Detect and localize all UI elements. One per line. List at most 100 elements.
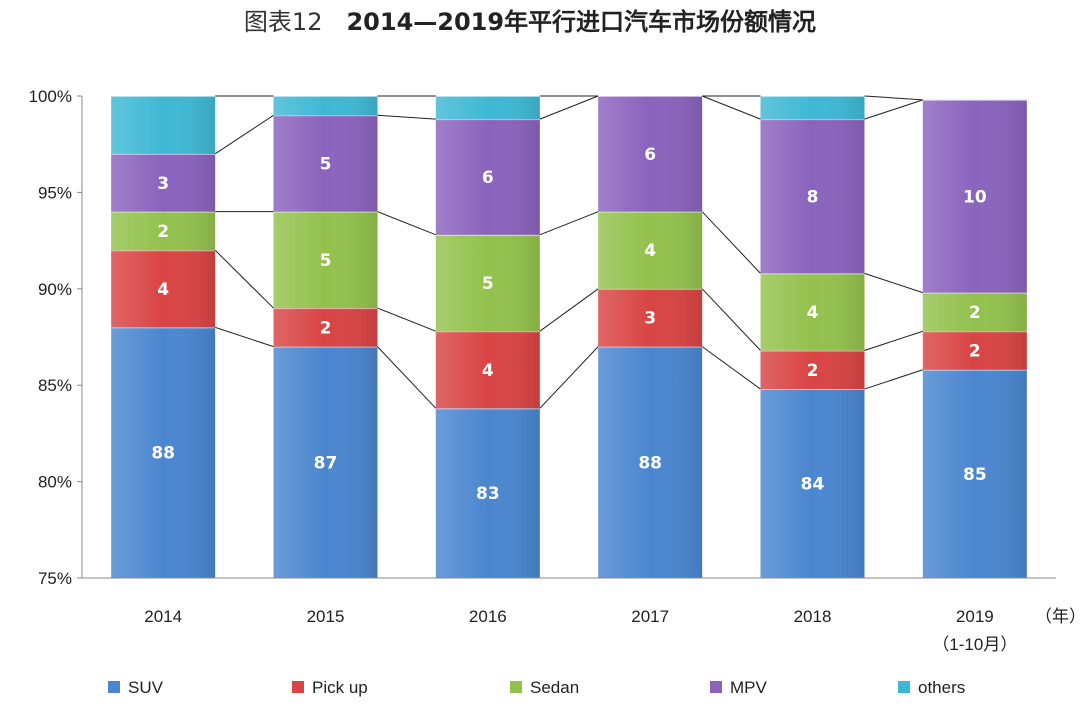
- legend-item-mpv: MPV: [710, 678, 768, 697]
- legend-label: Sedan: [530, 678, 579, 697]
- connector-line: [539, 346, 599, 409]
- data-label-pick-up-2015: 2: [320, 318, 332, 338]
- connector-line: [377, 307, 437, 332]
- legend-swatch: [108, 681, 120, 693]
- axes: 75% 80% 85% 90% 95% 100% 2014 2015 2016 2017 2018 2…: [29, 87, 1086, 654]
- data-label-mpv-2019: 10: [963, 187, 987, 207]
- legend-item-others: others: [898, 678, 965, 697]
- x-tick-label-2015: 2015: [307, 607, 345, 626]
- x-unit-label: （年）: [1035, 607, 1086, 626]
- bar-sheen: [273, 308, 378, 347]
- legend-item-pick-up: Pick up: [292, 678, 368, 697]
- bar-sheen: [435, 331, 540, 409]
- data-label-mpv-2016: 6: [482, 168, 494, 188]
- bar-sheen: [598, 346, 703, 578]
- bar-sheen: [760, 389, 865, 578]
- chart-title-main: 2014—2019年平行进口汽车市场份额情况: [346, 8, 817, 36]
- legend-item-suv: SUV: [108, 678, 164, 697]
- legend-label: SUV: [128, 678, 164, 697]
- connector-line: [377, 114, 436, 120]
- bar-sheen: [922, 292, 1027, 332]
- bar-sheen: [598, 96, 703, 212]
- bar-sheen: [273, 211, 378, 309]
- connector-line: [215, 326, 274, 348]
- legend-swatch: [710, 681, 722, 693]
- chart-title: 图表12 2014—2019年平行进口汽车市场份额情况: [0, 2, 1060, 37]
- connector-line: [864, 272, 923, 294]
- bar-sheen: [273, 115, 378, 212]
- data-label-suv-2014: 88: [151, 444, 175, 464]
- y-tick-label: 90%: [38, 280, 72, 299]
- connector-line: [377, 346, 437, 409]
- bar-segments: [111, 96, 1027, 578]
- x-tick-label-2018: 2018: [794, 607, 832, 626]
- y-tick-label: 100%: [29, 87, 72, 106]
- data-label-pick-up-2014: 4: [157, 280, 169, 300]
- bar-sheen: [760, 119, 865, 274]
- y-tick-label: 85%: [38, 376, 72, 395]
- legend-label: others: [918, 678, 965, 697]
- connector-line: [214, 114, 274, 155]
- bar-sheen: [111, 96, 216, 154]
- data-label-sedan-2019: 2: [969, 303, 981, 323]
- legend-item-sedan: Sedan: [510, 678, 579, 697]
- data-label-sedan-2018: 4: [807, 303, 819, 323]
- data-labels: 88 87 83 88 84 85 4 2 4 3 2 2 2 5 5 4 4 2 3 5 6 6 8 10: [151, 145, 986, 504]
- data-label-pick-up-2016: 4: [482, 361, 494, 381]
- x-tick-label-2019: 2019: [956, 607, 994, 626]
- data-label-pick-up-2017: 3: [644, 309, 656, 329]
- bar-sheen: [435, 408, 540, 578]
- bar-sheen: [760, 350, 865, 390]
- bar-sheen: [922, 99, 1027, 293]
- x-tick-label-2016: 2016: [469, 607, 507, 626]
- data-label-sedan-2015: 5: [320, 251, 332, 271]
- data-label-mpv-2017: 6: [644, 145, 656, 165]
- bar-sheen: [111, 250, 216, 328]
- connector-line: [701, 288, 761, 351]
- connector-line: [214, 249, 274, 309]
- bar-sheen: [111, 327, 216, 578]
- connector-line: [864, 99, 923, 120]
- bar-sheen: [111, 153, 216, 212]
- data-label-sedan-2017: 4: [644, 241, 656, 261]
- data-label-pick-up-2018: 2: [807, 361, 819, 381]
- series-connector-lines: [214, 95, 923, 409]
- data-label-sedan-2014: 2: [157, 222, 169, 242]
- chart-title-prefix: 图表12: [243, 8, 323, 36]
- connector-line: [701, 346, 761, 390]
- data-label-pick-up-2019: 2: [969, 341, 981, 361]
- legend-swatch: [292, 681, 304, 693]
- data-label-mpv-2014: 3: [157, 174, 169, 194]
- bar-sheen: [922, 331, 1027, 370]
- bar-sheen: [435, 96, 540, 120]
- legend-label: MPV: [730, 678, 768, 697]
- data-label-suv-2016: 83: [476, 484, 500, 504]
- y-tick-label: 80%: [38, 473, 72, 492]
- legend-label: Pick up: [312, 678, 368, 697]
- bar-sheen: [760, 273, 865, 351]
- connector-line: [701, 211, 761, 274]
- connector-line: [864, 95, 923, 101]
- bar-sheen: [922, 369, 1027, 578]
- connector-line: [539, 211, 599, 236]
- connector-line: [701, 95, 761, 120]
- connector-line: [539, 95, 599, 120]
- bar-sheen: [273, 96, 378, 116]
- bar-sheen: [111, 211, 216, 251]
- data-label-mpv-2015: 5: [320, 154, 332, 174]
- data-label-mpv-2018: 8: [807, 187, 819, 207]
- data-label-suv-2019: 85: [963, 465, 987, 485]
- connector-line: [864, 369, 923, 390]
- legend-swatch: [898, 681, 910, 693]
- bar-sheen: [598, 288, 703, 347]
- data-label-sedan-2016: 5: [482, 274, 494, 294]
- bar-sheen: [598, 211, 703, 289]
- x-tick-label-2017: 2017: [631, 607, 669, 626]
- data-label-suv-2018: 84: [801, 475, 825, 495]
- bar-sheen: [273, 346, 378, 578]
- y-tick-label: 95%: [38, 183, 72, 202]
- legend: SUV Pick up Sedan MPV others: [108, 678, 965, 697]
- connector-line: [377, 211, 437, 236]
- x-tick-sublabel-2019: （1-10月）: [932, 635, 1017, 654]
